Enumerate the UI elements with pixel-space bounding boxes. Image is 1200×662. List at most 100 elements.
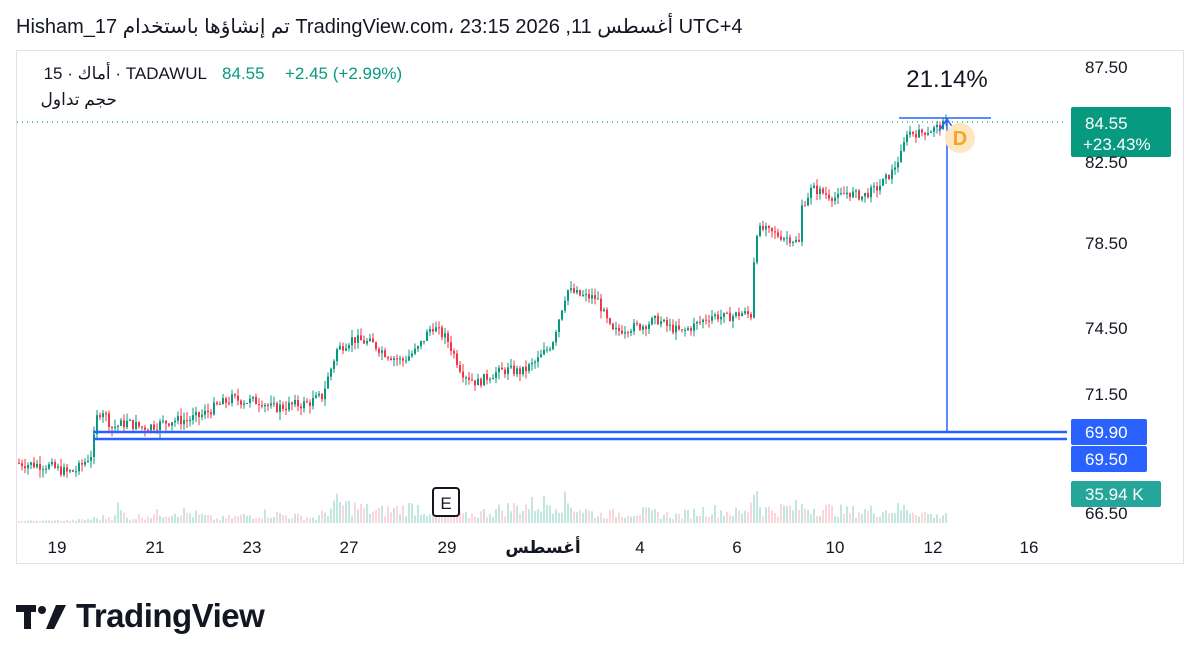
candle-body <box>483 373 485 386</box>
volume-bar <box>408 502 410 523</box>
volume-bar <box>606 518 608 523</box>
volume-bar <box>840 504 842 523</box>
volume-bar <box>258 517 260 523</box>
horizontal-levels[interactable]: 84.55 +23.43% 69.90 69.50 35.94 K <box>17 107 1171 507</box>
earnings-marker-box <box>432 487 460 517</box>
candle-body <box>507 367 509 375</box>
chart-frame[interactable]: 15 · أماك · TADAWUL 84.55 +2.45 (+2.99%)… <box>16 50 1184 564</box>
candle-body <box>78 463 80 472</box>
candle-body <box>24 466 26 469</box>
price-axis[interactable]: 87.50 82.50 78.50 74.50 71.50 66.50 <box>1085 58 1128 523</box>
price-chart[interactable]: 15 · أماك · TADAWUL 84.55 +2.45 (+2.99%)… <box>17 51 1185 565</box>
candle-body <box>708 320 710 322</box>
candle-body <box>933 127 935 132</box>
volume-bar <box>171 515 173 523</box>
volume-bar <box>732 516 734 523</box>
volume-bar <box>249 515 251 523</box>
volume-bar <box>75 521 77 523</box>
time-axis[interactable]: 19 21 23 27 29 أغسطس 4 6 10 12 16 <box>48 536 1039 557</box>
candle-body <box>606 309 608 319</box>
volume-bar <box>639 514 641 523</box>
candle-body <box>48 464 50 469</box>
volume-bar <box>192 517 194 523</box>
candle-body <box>600 298 602 312</box>
candle-body <box>267 404 269 406</box>
volume-bar <box>21 521 23 523</box>
candle-body <box>804 205 806 207</box>
candle-body <box>393 358 395 360</box>
candle-body <box>366 341 368 344</box>
event-markers[interactable]: ED <box>432 123 975 517</box>
candle-body <box>306 401 308 403</box>
volume-bar <box>492 516 494 523</box>
volume-bar <box>60 521 62 523</box>
candle-body <box>93 434 95 458</box>
volume-bar <box>198 514 200 523</box>
volume-bar <box>345 501 347 523</box>
volume-bar <box>429 514 431 523</box>
volume-bar <box>279 513 281 523</box>
volume-bar <box>183 508 185 523</box>
volume-bar <box>882 512 884 523</box>
volume-bar <box>291 518 293 523</box>
volume-bar <box>438 511 440 523</box>
candle-body <box>624 332 626 334</box>
volume-bar <box>507 503 509 523</box>
candle-body <box>75 471 77 473</box>
candle-body <box>915 133 917 138</box>
measure-tool[interactable]: 21.14% <box>899 66 991 431</box>
candle-body <box>324 388 326 400</box>
volume-bar <box>927 514 929 523</box>
candle-body <box>816 185 818 194</box>
candle-body <box>810 187 812 198</box>
volume-bar <box>168 516 170 523</box>
volume-bar <box>741 513 743 523</box>
candle-body <box>390 358 392 360</box>
candle-body <box>138 421 140 427</box>
candle-body <box>498 367 500 373</box>
candle-body <box>642 326 644 330</box>
tradingview-logo[interactable]: TradingView <box>16 596 265 636</box>
candle-body <box>831 198 833 201</box>
volume-bar <box>930 513 932 523</box>
candle-body <box>309 402 311 406</box>
volume-bar <box>648 507 650 523</box>
candle-body <box>126 420 128 428</box>
volume-bar <box>501 510 503 523</box>
volume-bar <box>36 520 38 523</box>
volume-bar <box>81 519 83 523</box>
volume-bar <box>666 511 668 523</box>
volume-bar <box>426 516 428 523</box>
candle-body <box>63 467 65 475</box>
volume-bar <box>63 521 65 523</box>
legend-symbol[interactable]: 15 · أماك · TADAWUL <box>44 62 207 83</box>
candle-body <box>795 239 797 242</box>
volume-bar <box>720 510 722 523</box>
volume-bar <box>489 514 491 523</box>
volume-bar <box>219 520 221 523</box>
volume-bar <box>216 518 218 523</box>
volume-bar <box>789 505 791 523</box>
candle-body <box>921 129 923 133</box>
volume-bar <box>315 519 317 523</box>
volume-bar <box>390 512 392 523</box>
volume-tag-label: 35.94 K <box>1085 485 1144 504</box>
legend-volume-label[interactable]: حجم تداول <box>41 90 117 110</box>
candle-body <box>663 319 665 322</box>
candle-body <box>84 461 86 465</box>
candle-body <box>699 321 701 323</box>
volume-bar <box>177 517 179 523</box>
volume-bar <box>255 518 257 523</box>
candle-body <box>333 361 335 369</box>
volume-bar <box>90 519 92 523</box>
candle-body <box>465 377 467 379</box>
candle-body <box>669 324 671 326</box>
candle-body <box>525 366 527 371</box>
candle-body <box>432 329 434 332</box>
volume-bar <box>135 519 137 523</box>
candle-body <box>57 466 59 468</box>
volume-bar <box>186 512 188 523</box>
volume-bar <box>84 520 86 523</box>
candle-body <box>297 400 299 407</box>
candle-body <box>591 295 593 299</box>
